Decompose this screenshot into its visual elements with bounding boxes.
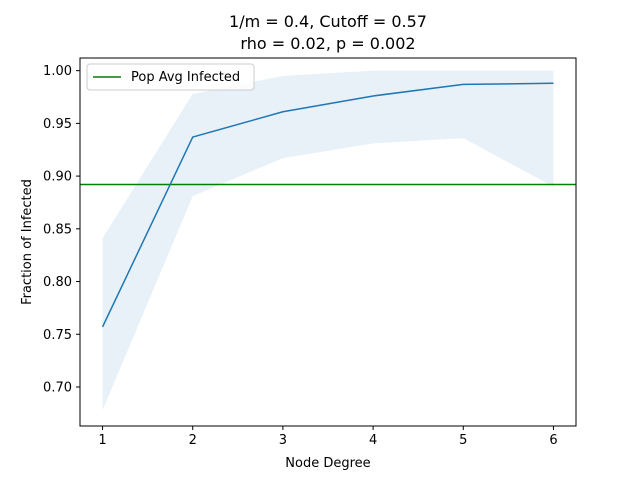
x-tick-label: 5 <box>459 433 467 448</box>
y-tick-label: 0.80 <box>43 275 72 290</box>
x-tick-label: 6 <box>549 433 557 448</box>
legend-label-pop-avg: Pop Avg Infected <box>131 70 240 85</box>
y-tick-label: 0.95 <box>43 117 72 132</box>
y-axis-ticks: 0.70 0.75 0.80 0.85 0.90 0.95 1.00 <box>43 64 80 395</box>
y-tick-label: 0.75 <box>43 328 72 343</box>
x-axis-ticks: 1 2 3 4 5 6 <box>98 426 558 448</box>
confidence-band-layer <box>102 70 554 411</box>
x-tick-label: 4 <box>369 433 377 448</box>
legend-box <box>86 63 255 91</box>
y-tick-label: 0.70 <box>43 380 72 395</box>
y-tick-label: 1.00 <box>43 64 72 79</box>
chart-title-line-1: 1/m = 0.4, Cutoff = 0.57 <box>229 12 427 31</box>
y-tick-label: 0.85 <box>43 222 72 237</box>
x-tick-label: 1 <box>98 433 106 448</box>
axes-frame <box>79 57 577 427</box>
confidence-band <box>102 70 554 411</box>
x-tick-label: 2 <box>189 433 197 448</box>
series-layer <box>101 82 554 328</box>
legend: Pop Avg Infected <box>86 63 255 91</box>
y-tick-label: 0.90 <box>43 170 72 185</box>
x-tick-label: 3 <box>279 433 287 448</box>
series-line-0 <box>101 82 554 328</box>
chart-title-line-2: rho = 0.02, p = 0.002 <box>240 34 415 53</box>
x-axis-label: Node Degree <box>285 456 370 471</box>
y-axis-label: Fraction of Infected <box>20 179 35 305</box>
